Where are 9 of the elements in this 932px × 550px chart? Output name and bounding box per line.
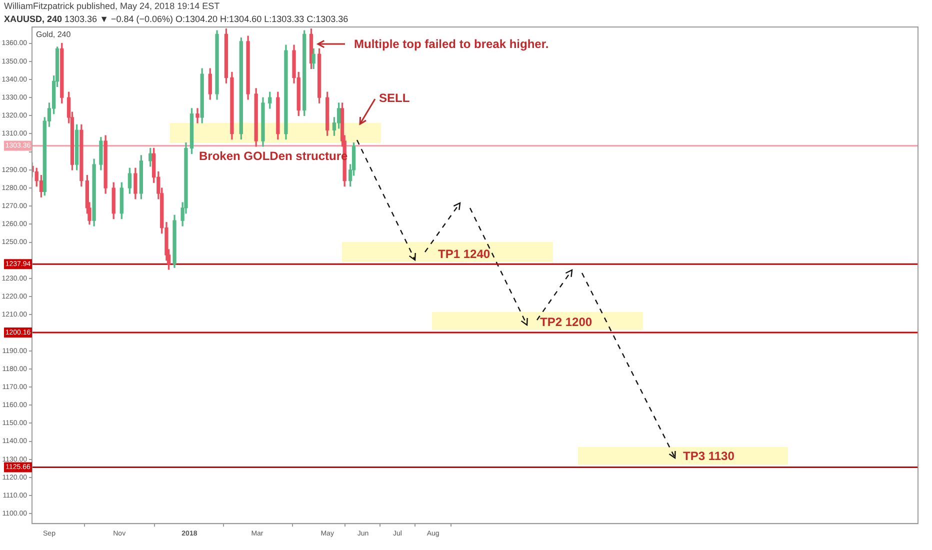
annotation: TP1 1240 [438,247,490,261]
chart-subtitle: 1303.36 ▼ −0.84 (−0.06%) O:1304.20 H:1304.60 L:1303.33 C:1303.36 [64,14,348,24]
annotation: SELL [379,91,410,105]
annotation: Gold, 240 [36,30,71,39]
annotation: TP2 1200 [540,315,592,329]
annotation: TP3 1130 [683,449,734,463]
text: WilliamFitzpatrick published, May 24, 2018 19:14 EST [4,1,220,11]
annotation: Multiple top failed to break higher. [354,37,549,51]
chart-title: XAUUSD, 240 [4,14,62,24]
